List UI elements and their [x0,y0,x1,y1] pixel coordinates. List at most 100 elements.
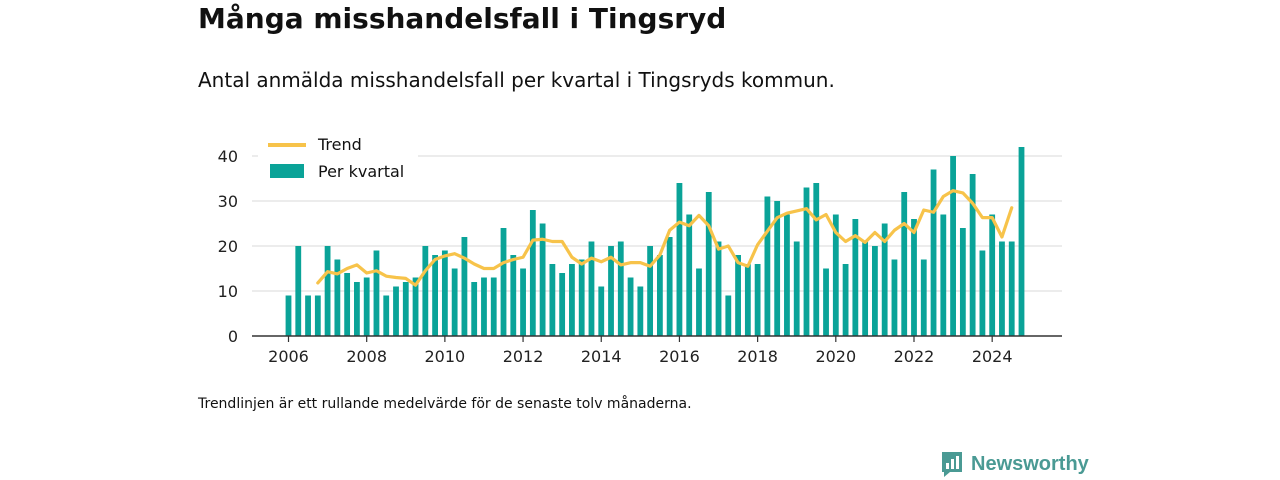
bar [793,241,800,336]
bar [539,223,546,336]
bar [784,214,790,336]
bar [461,237,468,336]
bar [872,246,878,336]
bar [774,201,781,336]
x-tick-label: 2012 [503,347,544,366]
bar [842,264,849,336]
bar [559,273,566,336]
bar [1018,147,1025,336]
bar [735,255,741,336]
bar [344,273,351,336]
bar [891,259,898,336]
bar [764,196,771,336]
bar [510,255,517,336]
bar [705,192,712,336]
bar [529,210,536,336]
bar [588,241,595,336]
bar [324,246,331,336]
bar [940,214,947,336]
bar [471,282,478,336]
bar [666,237,673,336]
axes: 0 10 20 30 40 2006 2008 2010 2012 2014 2016 2018 202… [218,147,1062,366]
x-tick-label: 2018 [737,347,778,366]
bar [334,259,341,336]
bar [823,268,829,336]
bar [295,246,302,336]
bar [852,219,859,336]
bar [617,241,624,336]
y-tick-label: 30 [218,192,238,211]
x-tick-label: 2016 [659,347,700,366]
bar [393,286,399,336]
bar [647,246,654,336]
bar [920,259,927,336]
bar [911,219,917,336]
bar [412,277,419,336]
bar [813,183,820,336]
x-tick-label: 2020 [815,347,856,366]
bar [598,286,605,336]
bar [354,282,360,336]
bar [608,246,614,336]
y-tick-label: 0 [228,327,238,346]
legend: Trend Per kvartal [258,134,418,186]
bar [754,264,761,336]
bar [930,169,937,336]
x-tick-label: 2014 [581,347,622,366]
bar [490,277,497,336]
bar [901,192,908,336]
brand-name: Newsworthy [971,452,1089,475]
bar [744,264,751,336]
bar [950,156,956,336]
bar [862,241,869,336]
bar [520,268,526,336]
x-tick-label: 2006 [268,347,309,366]
chart-footnote: Trendlinjen är ett rullande medelvärde f… [198,396,692,412]
bar-series [285,147,1025,336]
bar [500,228,507,336]
y-tick-label: 10 [218,282,238,301]
trend-series [316,189,1014,287]
trend-line [316,189,1014,287]
x-tick-label: 2022 [894,347,935,366]
bar [656,255,663,336]
x-tick-label: 2008 [346,347,387,366]
bar [881,223,888,336]
legend-bars-label: Per kvartal [318,162,404,181]
bar [686,214,693,336]
bar [627,277,634,336]
bar [999,241,1005,336]
chart-subtitle: Antal anmälda misshandelsfall per kvarta… [198,68,835,92]
bar [422,246,429,336]
bar [725,295,732,336]
x-tick-label: 2010 [425,347,466,366]
bar [314,295,321,336]
bar [363,277,370,336]
bar [676,183,683,336]
bar [637,286,644,336]
y-tick-label: 20 [218,237,238,256]
bar [1008,241,1015,336]
bar [383,295,390,336]
bar [451,268,458,336]
bar [549,264,556,336]
brand-logo: Newsworthy [940,449,1089,479]
bar [305,295,311,336]
bar [959,228,966,336]
bar [402,282,409,336]
y-tick-label: 40 [218,147,238,166]
x-tick-label: 2024 [972,347,1013,366]
bar [481,277,487,336]
bar [832,214,839,336]
legend-bars-swatch [270,164,304,178]
bar [989,214,996,336]
bar [979,250,986,336]
bar [441,250,448,336]
bar [803,187,810,336]
bar [569,264,575,336]
chart-title: Många misshandelsfall i Tingsryd [198,2,727,35]
newsworthy-logo-icon [942,452,962,477]
bar [578,259,585,336]
bar [715,241,722,336]
